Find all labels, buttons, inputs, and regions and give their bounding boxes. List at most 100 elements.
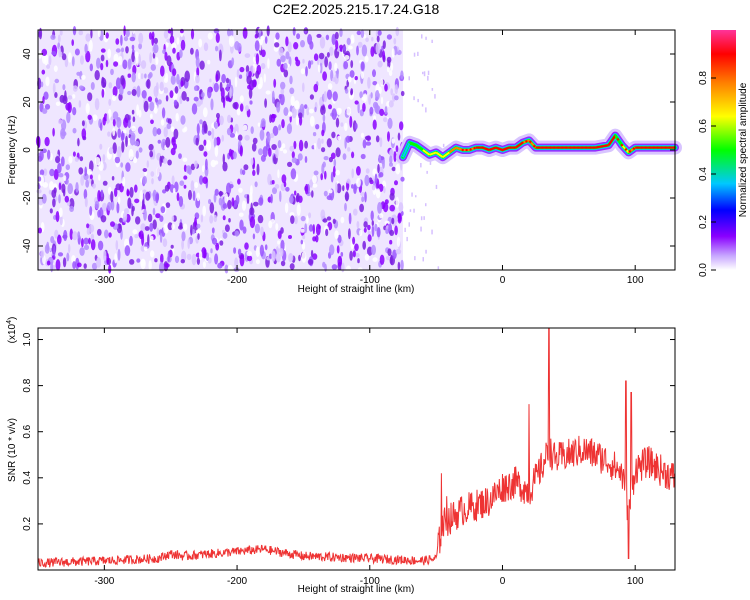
noise-blob <box>395 163 401 175</box>
noise-blob <box>346 106 352 116</box>
noise-blob <box>268 147 272 157</box>
noise-blob <box>108 264 112 274</box>
noise-blob <box>182 157 188 162</box>
noise-blob <box>302 82 305 93</box>
noise-blob <box>207 87 212 99</box>
noise-blob <box>203 42 209 52</box>
noise-blob <box>242 27 248 39</box>
noise-blob <box>272 187 277 195</box>
noise-blob <box>175 112 179 122</box>
noise-blob <box>387 131 390 142</box>
signal-core-segment <box>415 144 424 151</box>
noise-blob <box>58 173 64 178</box>
noise-blob <box>332 165 336 178</box>
noise-blob <box>113 53 119 63</box>
noise-blob <box>193 85 198 91</box>
noise-blob <box>276 101 281 113</box>
noise-blob <box>47 149 51 160</box>
noise-blob <box>166 123 171 130</box>
noise-blob <box>211 227 215 234</box>
noise-blob <box>171 215 175 222</box>
noise-blob <box>63 229 68 242</box>
signal-peak-dot <box>636 146 639 149</box>
noise-blob <box>365 141 372 146</box>
noise-blob <box>356 221 360 229</box>
noise-blob <box>183 126 188 132</box>
signal-peak-dot <box>572 146 576 149</box>
noise-blob <box>102 180 108 186</box>
noise-blob <box>307 34 313 45</box>
noise-blob <box>129 36 136 42</box>
noise-blob <box>180 115 186 125</box>
signal-peak-dot <box>604 144 608 147</box>
signal-peak-dot <box>580 146 584 149</box>
noise-blob <box>210 98 214 111</box>
noise-blob <box>356 45 359 56</box>
noise-blob <box>313 83 319 93</box>
noise-blob <box>279 146 284 152</box>
noise-blob <box>284 202 289 214</box>
noise-blob <box>340 216 345 224</box>
noise-blob <box>167 118 172 125</box>
noise-blob <box>45 76 50 87</box>
noise-blob <box>237 248 242 256</box>
noise-blob <box>293 42 299 50</box>
colorbar-tick-label: 0.4 <box>698 167 709 181</box>
noise-blob <box>387 248 392 256</box>
noise-blob <box>138 109 142 118</box>
noise-blob <box>55 101 61 107</box>
noise-blob <box>148 143 154 151</box>
noise-blob <box>194 160 198 169</box>
noise-blob <box>371 244 376 256</box>
noise-blob <box>106 201 112 211</box>
noise-blob <box>222 161 228 172</box>
x-tick-label: 100 <box>627 275 644 286</box>
noise-blob <box>372 119 377 130</box>
noise-blob <box>292 27 296 36</box>
noise-blob <box>300 228 305 233</box>
snr-frame <box>37 327 676 571</box>
noise-blob <box>385 255 391 261</box>
noise-blob <box>281 119 285 129</box>
noise-blob <box>229 132 235 138</box>
noise-blob <box>346 179 351 184</box>
noise-blob <box>326 52 330 58</box>
signal-peak-dot <box>632 147 636 150</box>
noise-blob <box>222 215 226 221</box>
signal-peak-dot <box>481 146 484 149</box>
noise-blob <box>215 73 219 83</box>
noise-blob <box>291 106 297 119</box>
noise-blob <box>154 97 158 103</box>
noise-blob <box>90 233 95 241</box>
noise-blob <box>308 108 314 114</box>
noise-blob <box>316 33 322 38</box>
noise-blob <box>53 245 56 257</box>
noise-speck <box>425 203 427 207</box>
noise-blob <box>40 81 44 88</box>
noise-blob <box>396 236 401 248</box>
noise-blob <box>359 91 363 99</box>
noise-blob <box>79 85 84 90</box>
noise-blob <box>176 73 180 85</box>
noise-blob <box>138 147 143 153</box>
noise-blob <box>238 212 244 217</box>
noise-blob <box>85 50 91 63</box>
noise-blob <box>127 58 132 70</box>
noise-blob <box>213 28 220 34</box>
noise-blob <box>260 63 266 70</box>
noise-blob <box>307 259 314 265</box>
noise-blob <box>165 95 169 102</box>
noise-blob <box>195 100 202 107</box>
signal-peak-dot <box>505 147 508 150</box>
noise-blob <box>163 87 169 94</box>
noise-blob <box>389 192 395 201</box>
noise-speck <box>420 216 423 221</box>
signal-peak-dot <box>596 145 600 149</box>
noise-blob <box>124 245 131 257</box>
noise-blob <box>213 193 217 203</box>
noise-blob <box>160 206 166 214</box>
noise-blob <box>337 234 342 244</box>
noise-blob <box>100 215 107 223</box>
noise-blob <box>184 70 190 83</box>
noise-blob <box>280 55 286 63</box>
